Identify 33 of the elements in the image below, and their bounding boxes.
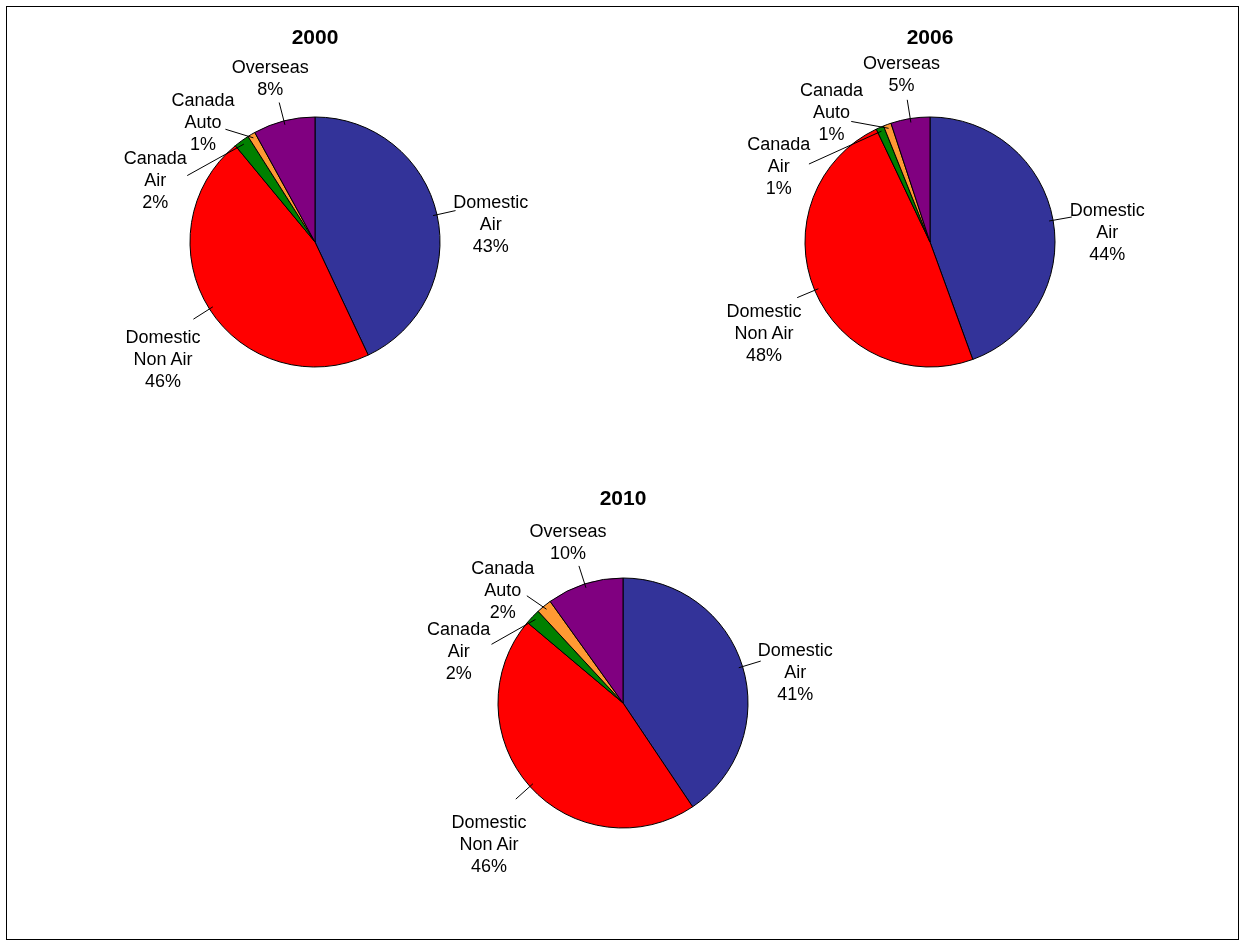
slice-label: Domestic Air (452, 191, 528, 234)
data-label: 5% (888, 75, 915, 96)
data-label: 44% (1089, 243, 1126, 264)
data-label: 2% (489, 601, 516, 622)
slice-label: Canada Auto (470, 557, 535, 600)
data-label: 1% (818, 124, 845, 145)
chart-title: 2000 (291, 25, 339, 48)
slice-label: Overseas (231, 56, 309, 77)
slice-label: Canada Air (747, 133, 812, 176)
data-label: 1% (765, 177, 792, 198)
slice-label: Canada Auto (800, 80, 865, 123)
data-label: 10% (549, 542, 586, 563)
data-label: 43% (472, 235, 509, 256)
data-label: 8% (256, 78, 283, 99)
slice-label: Domestic Non Air (125, 327, 201, 370)
data-label: 46% (144, 371, 181, 392)
slice-label: Overseas (863, 53, 941, 74)
slice-label: Canada Auto (171, 90, 236, 133)
slice-label: Canada Air (123, 147, 188, 190)
data-label: 1% (189, 134, 216, 155)
slice-label: Domestic Non Air (450, 812, 526, 855)
slice-label: Canada Air (426, 618, 491, 661)
slice-label: Domestic Air (1070, 199, 1146, 242)
slice-label: Domestic Non Air (726, 300, 802, 343)
data-label: 48% (746, 344, 783, 365)
slice-label: Overseas (528, 520, 606, 541)
data-label: 2% (445, 662, 472, 683)
chart-title: 2006 (906, 25, 954, 48)
data-label: 2% (142, 191, 169, 212)
data-label: 41% (776, 683, 813, 704)
data-label: 46% (470, 856, 507, 877)
slice-label: Domestic Air (757, 639, 833, 682)
chart-title: 2010 (599, 486, 646, 509)
